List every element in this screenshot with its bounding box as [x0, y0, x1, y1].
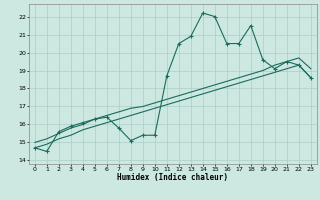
X-axis label: Humidex (Indice chaleur): Humidex (Indice chaleur): [117, 173, 228, 182]
